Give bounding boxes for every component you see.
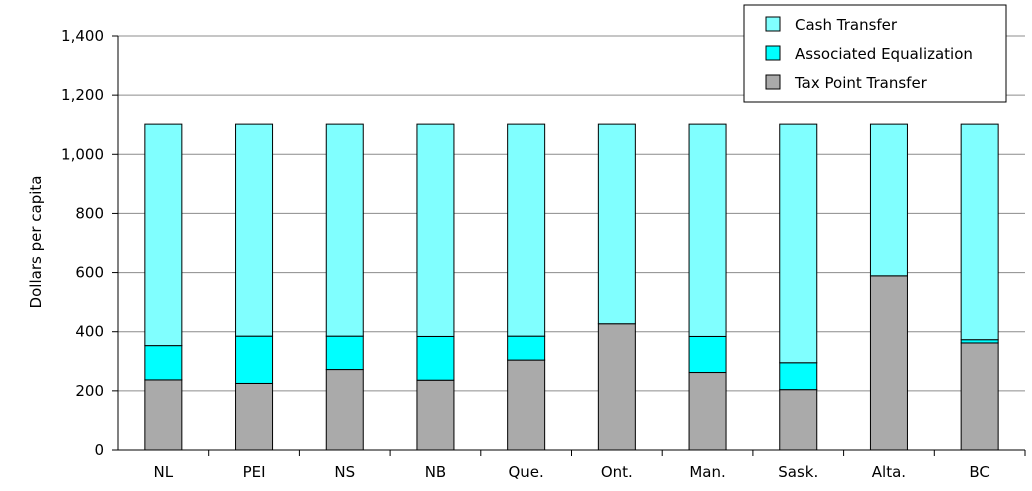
bar-segment-associated-equalization <box>416 335 455 381</box>
legend-box <box>743 4 1007 103</box>
x-tick-label: NB <box>425 463 447 481</box>
bar-segment-tax-point-transfer <box>779 389 818 451</box>
bar-segment-cash-transfer <box>597 123 636 325</box>
bar-segment-tax-point-transfer <box>688 372 727 451</box>
y-tick-label: 1,000 <box>61 145 104 163</box>
bar-segment-associated-equalization <box>779 362 818 391</box>
x-tick-label: Que. <box>508 463 543 481</box>
bar-segment-tax-point-transfer <box>960 342 999 451</box>
y-tick-label: 400 <box>75 323 104 341</box>
y-tick-label: 800 <box>75 204 104 222</box>
bar-segment-cash-transfer <box>960 123 999 341</box>
bar-segment-cash-transfer <box>779 123 818 364</box>
bar-segment-cash-transfer <box>416 123 455 337</box>
x-tick-label: PEI <box>243 463 266 481</box>
x-tick-label: Sask. <box>778 463 818 481</box>
bar-segment-tax-point-transfer <box>869 275 908 451</box>
bar-segment-associated-equalization <box>688 335 727 374</box>
bar-segment-associated-equalization <box>507 335 546 361</box>
bar-segment-tax-point-transfer <box>325 369 364 451</box>
legend-label: Cash Transfer <box>795 16 898 34</box>
y-tick-label: 600 <box>75 264 104 282</box>
bar-segment-cash-transfer <box>325 123 364 337</box>
y-tick-label: 200 <box>75 382 104 400</box>
tick-labels: 0 200 400 600 800 1,000 1,200 1,400 NL PEI NS NB Que… <box>61 27 990 481</box>
bars <box>144 123 999 451</box>
legend-label: Tax Point Transfer <box>794 74 928 92</box>
y-tick-label: 0 <box>94 441 104 459</box>
y-tick-label: 1,400 <box>61 27 104 45</box>
legend-swatch <box>765 16 781 32</box>
legend-swatch <box>765 45 781 61</box>
x-tick-label: Ont. <box>601 463 633 481</box>
bar-segment-associated-equalization <box>325 335 364 371</box>
axes <box>112 35 1026 456</box>
x-tick-label: Alta. <box>872 463 906 481</box>
bar-segment-tax-point-transfer <box>144 379 183 451</box>
y-tick-label: 1,200 <box>61 86 104 104</box>
bar-segment-tax-point-transfer <box>507 359 546 451</box>
bar-segment-tax-point-transfer <box>597 323 636 451</box>
bar-segment-tax-point-transfer <box>235 382 274 451</box>
legend: Cash Transfer Associated Equalization Tax … <box>743 4 1007 103</box>
legend-swatch <box>765 74 781 90</box>
x-tick-label: NS <box>334 463 355 481</box>
bar-segment-associated-equalization <box>235 335 274 384</box>
bar-segment-cash-transfer <box>688 123 727 337</box>
x-tick-label: NL <box>154 463 174 481</box>
bar-segment-cash-transfer <box>507 123 546 337</box>
bar-segment-cash-transfer <box>235 123 274 337</box>
bar-segment-tax-point-transfer <box>416 379 455 451</box>
bar-segment-cash-transfer <box>144 123 183 347</box>
bar-segment-associated-equalization <box>144 345 183 381</box>
x-tick-label: Man. <box>689 463 725 481</box>
bar-segment-cash-transfer <box>869 123 908 277</box>
legend-label: Associated Equalization <box>795 45 973 63</box>
y-axis-title: Dollars per capita <box>27 176 45 309</box>
x-tick-label: BC <box>969 463 990 481</box>
